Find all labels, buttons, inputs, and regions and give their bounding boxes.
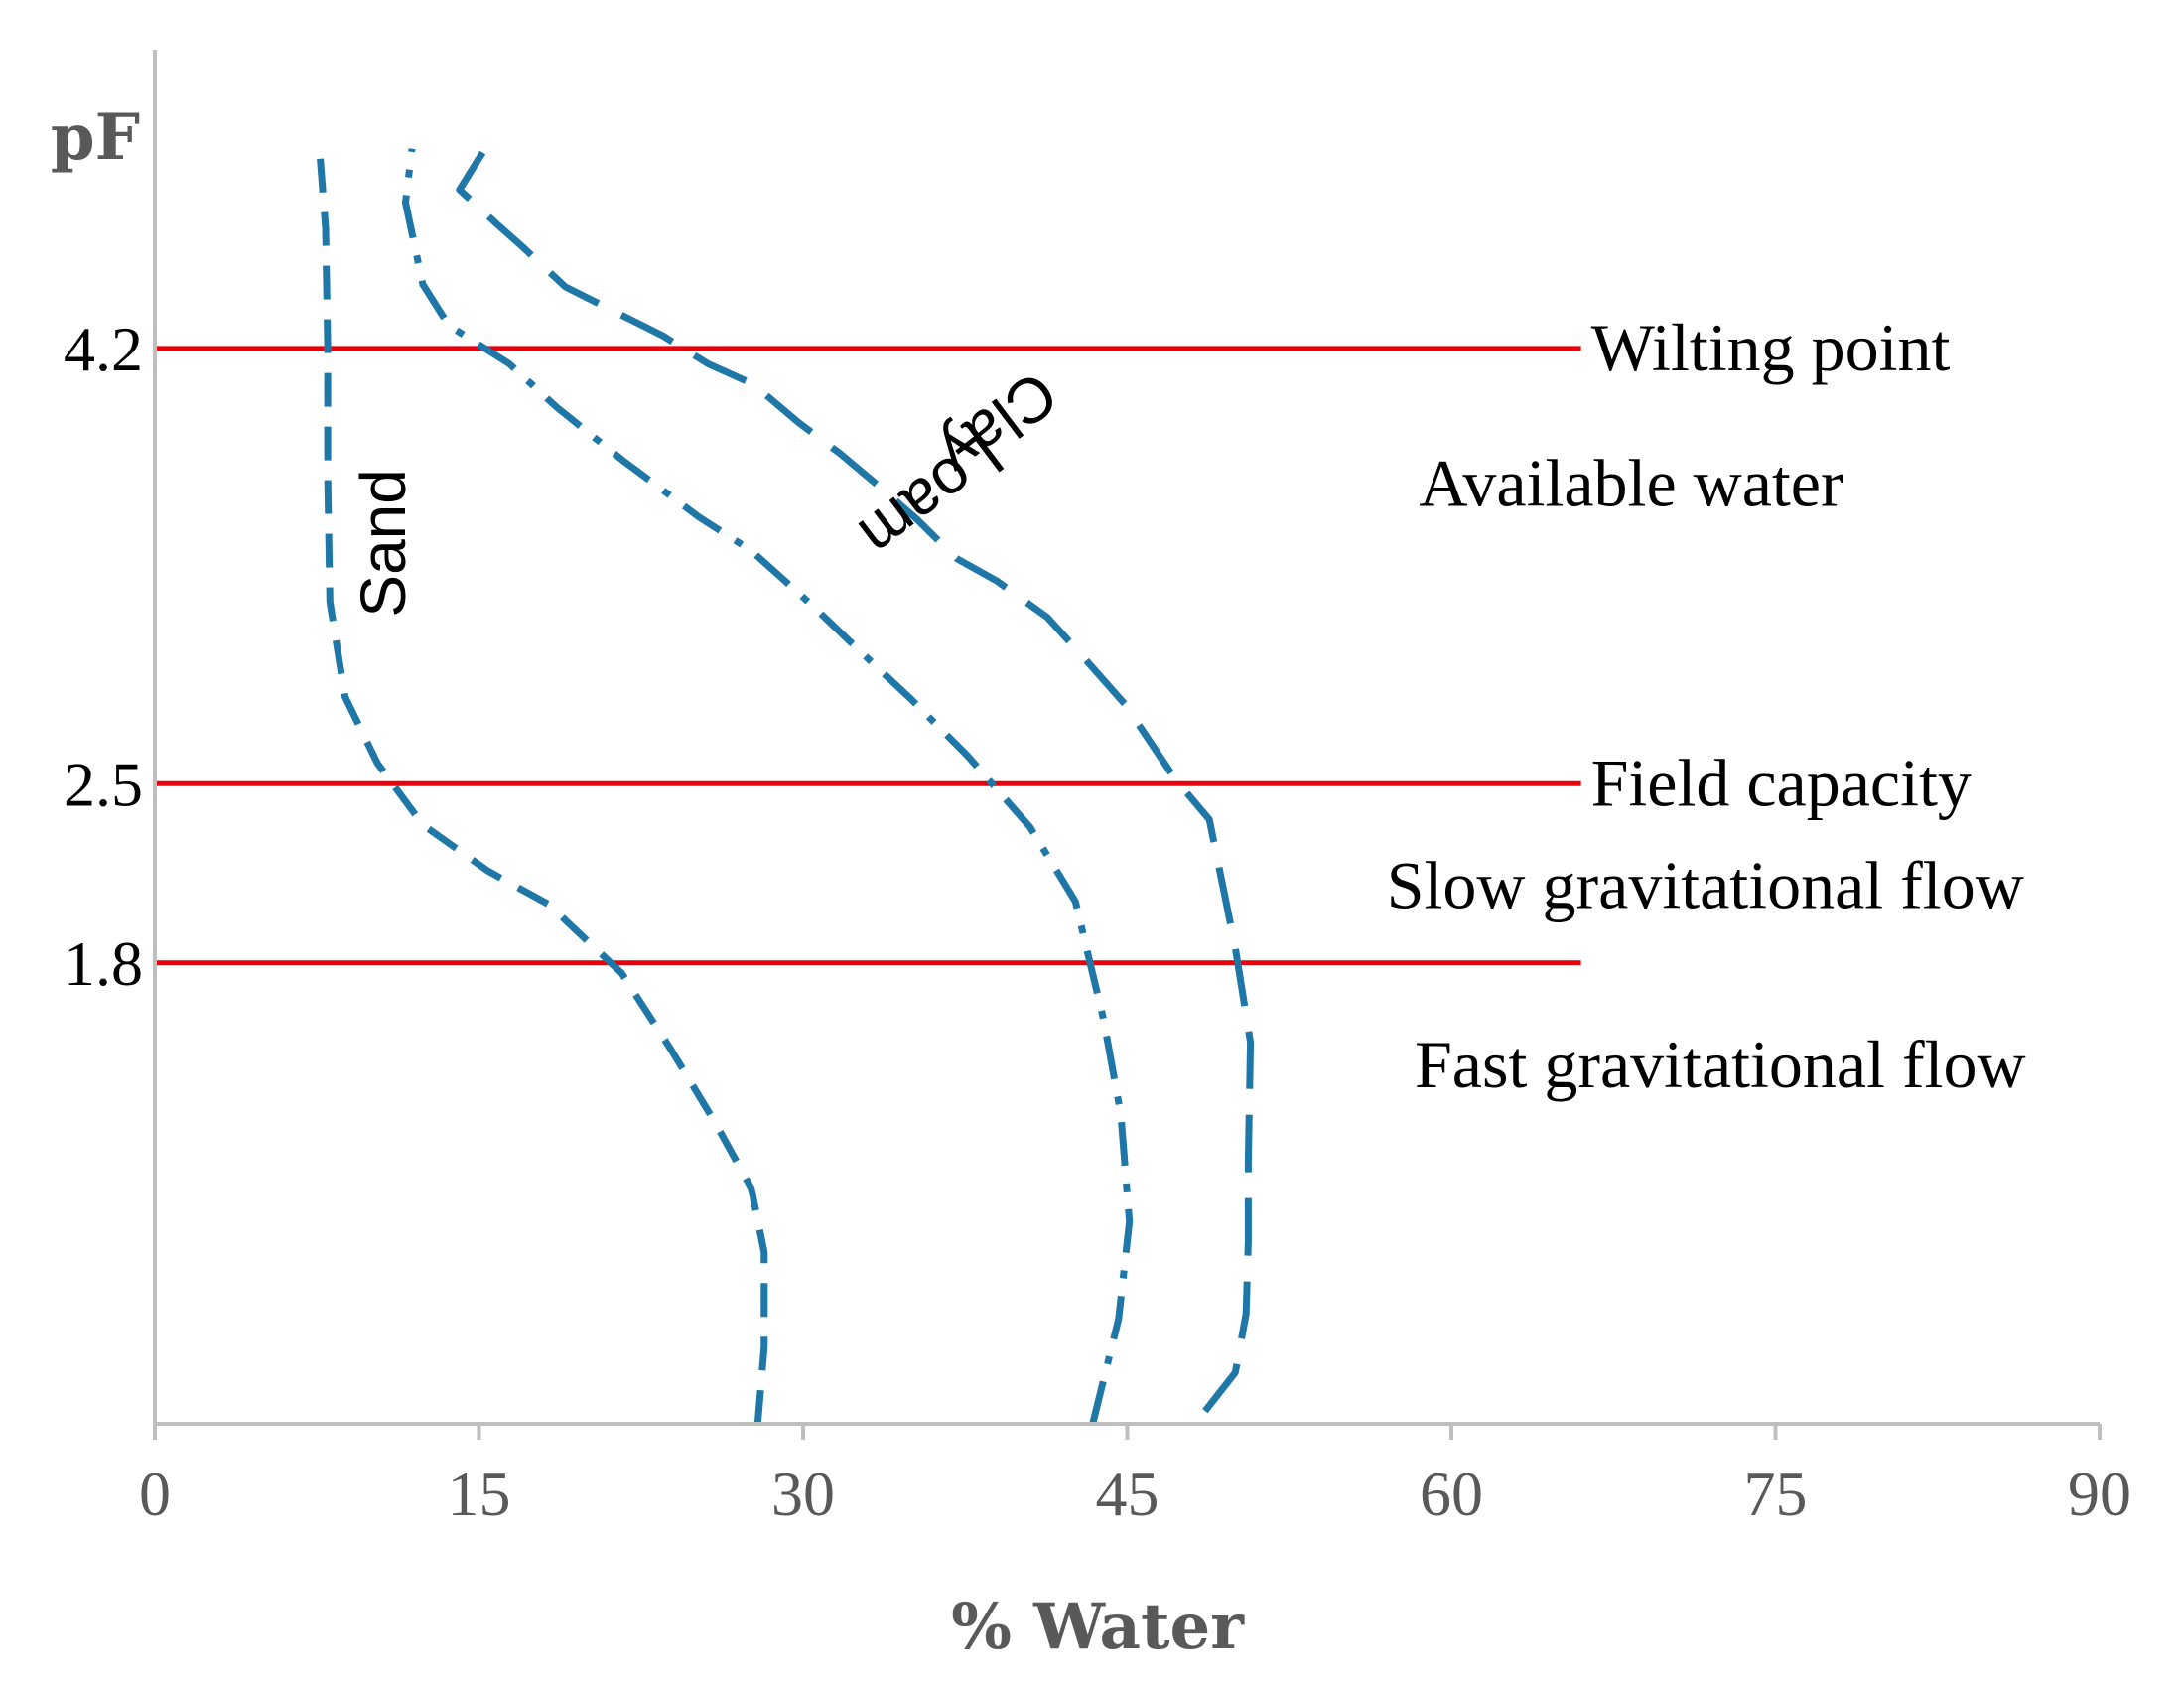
x-axis-title: % Water (951, 1590, 1245, 1664)
curve-sand (315, 143, 768, 1425)
zone-label-slow-gravitational-flow: Slow gravitational flow (1387, 847, 2024, 922)
x-tick-label: 90 (2068, 1459, 2131, 1529)
x-tick-label: 45 (1096, 1459, 1160, 1529)
x-tick-label: 30 (771, 1459, 835, 1529)
x-tick-label: 15 (448, 1459, 511, 1529)
x-tick-label: 60 (1420, 1459, 1483, 1529)
curve-label-sand: Sand (347, 469, 419, 617)
y-tick-label: 1.8 (64, 928, 143, 999)
x-tick-label: 75 (1744, 1459, 1808, 1529)
soil-curves (315, 139, 1255, 1425)
y-tick-label: 2.5 (64, 749, 143, 819)
axes: 0 15 30 45 60 75 90 1.8 2.5 4.2 % Water pF (51, 50, 2131, 1664)
threshold-lines (155, 346, 1581, 966)
curve-clay (456, 139, 1255, 1414)
zone-label-fast-gravitational-flow: Fast gravitational flow (1415, 1027, 2026, 1102)
threshold-label-wilting-point: Wilting point (1591, 310, 1951, 385)
x-tick-label: 0 (139, 1459, 171, 1529)
annotations: Wilting point Field capacity Available wat… (347, 310, 2026, 1102)
curve-loam (402, 148, 1134, 1425)
threshold-label-field-capacity: Field capacity (1591, 745, 1972, 820)
y-axis-title: pF (51, 100, 140, 175)
zone-label-available-water: Available water (1419, 446, 1843, 521)
y-tick-label: 4.2 (64, 314, 143, 384)
